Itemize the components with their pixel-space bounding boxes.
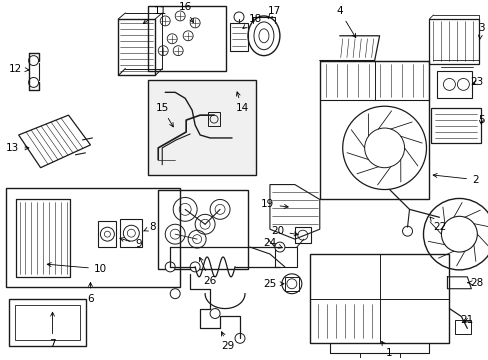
Text: 7: 7: [49, 312, 56, 349]
Bar: [158, 189, 247, 269]
Text: 1: 1: [381, 341, 392, 358]
Text: 12: 12: [9, 63, 29, 73]
Text: 27: 27: [0, 359, 1, 360]
Bar: [294, 227, 310, 243]
Text: 9: 9: [120, 238, 142, 249]
Circle shape: [190, 262, 200, 272]
Bar: [120, 219, 142, 247]
Bar: [229, 23, 247, 51]
Text: 25: 25: [263, 279, 284, 289]
Text: 2: 2: [432, 174, 478, 185]
Circle shape: [235, 333, 244, 343]
Circle shape: [210, 309, 220, 319]
Bar: [428, 19, 478, 64]
Bar: [285, 277, 298, 291]
Bar: [15, 305, 81, 340]
Text: 22: 22: [429, 217, 445, 232]
Text: 17: 17: [267, 6, 281, 19]
Bar: [454, 320, 470, 334]
Text: 3: 3: [477, 23, 484, 39]
Text: 6: 6: [87, 283, 94, 303]
Text: 8: 8: [143, 222, 155, 232]
Text: 23: 23: [470, 77, 483, 87]
Text: 15: 15: [155, 103, 173, 127]
Text: 21: 21: [460, 315, 473, 325]
Text: 5: 5: [477, 115, 484, 125]
Bar: [148, 80, 255, 175]
Bar: [274, 247, 296, 267]
Text: 10: 10: [47, 263, 107, 274]
Bar: [6, 188, 180, 287]
Bar: [9, 299, 86, 346]
Text: 29: 29: [221, 332, 234, 351]
Text: 13: 13: [6, 143, 29, 153]
Text: 26: 26: [199, 257, 216, 286]
Text: 11: 11: [143, 6, 166, 24]
Text: 20: 20: [271, 226, 298, 236]
Circle shape: [170, 289, 180, 299]
Text: 24: 24: [263, 238, 282, 248]
Circle shape: [165, 262, 175, 272]
Bar: [437, 71, 471, 98]
Text: 14: 14: [235, 92, 248, 113]
Text: 28: 28: [467, 278, 483, 288]
Bar: [208, 112, 220, 126]
Text: 16: 16: [178, 2, 193, 23]
Text: 18: 18: [243, 14, 261, 28]
Bar: [148, 6, 225, 71]
Text: 19: 19: [261, 199, 287, 210]
Bar: [430, 108, 480, 143]
Text: 4: 4: [336, 6, 355, 37]
Bar: [98, 221, 116, 247]
Circle shape: [274, 242, 285, 252]
